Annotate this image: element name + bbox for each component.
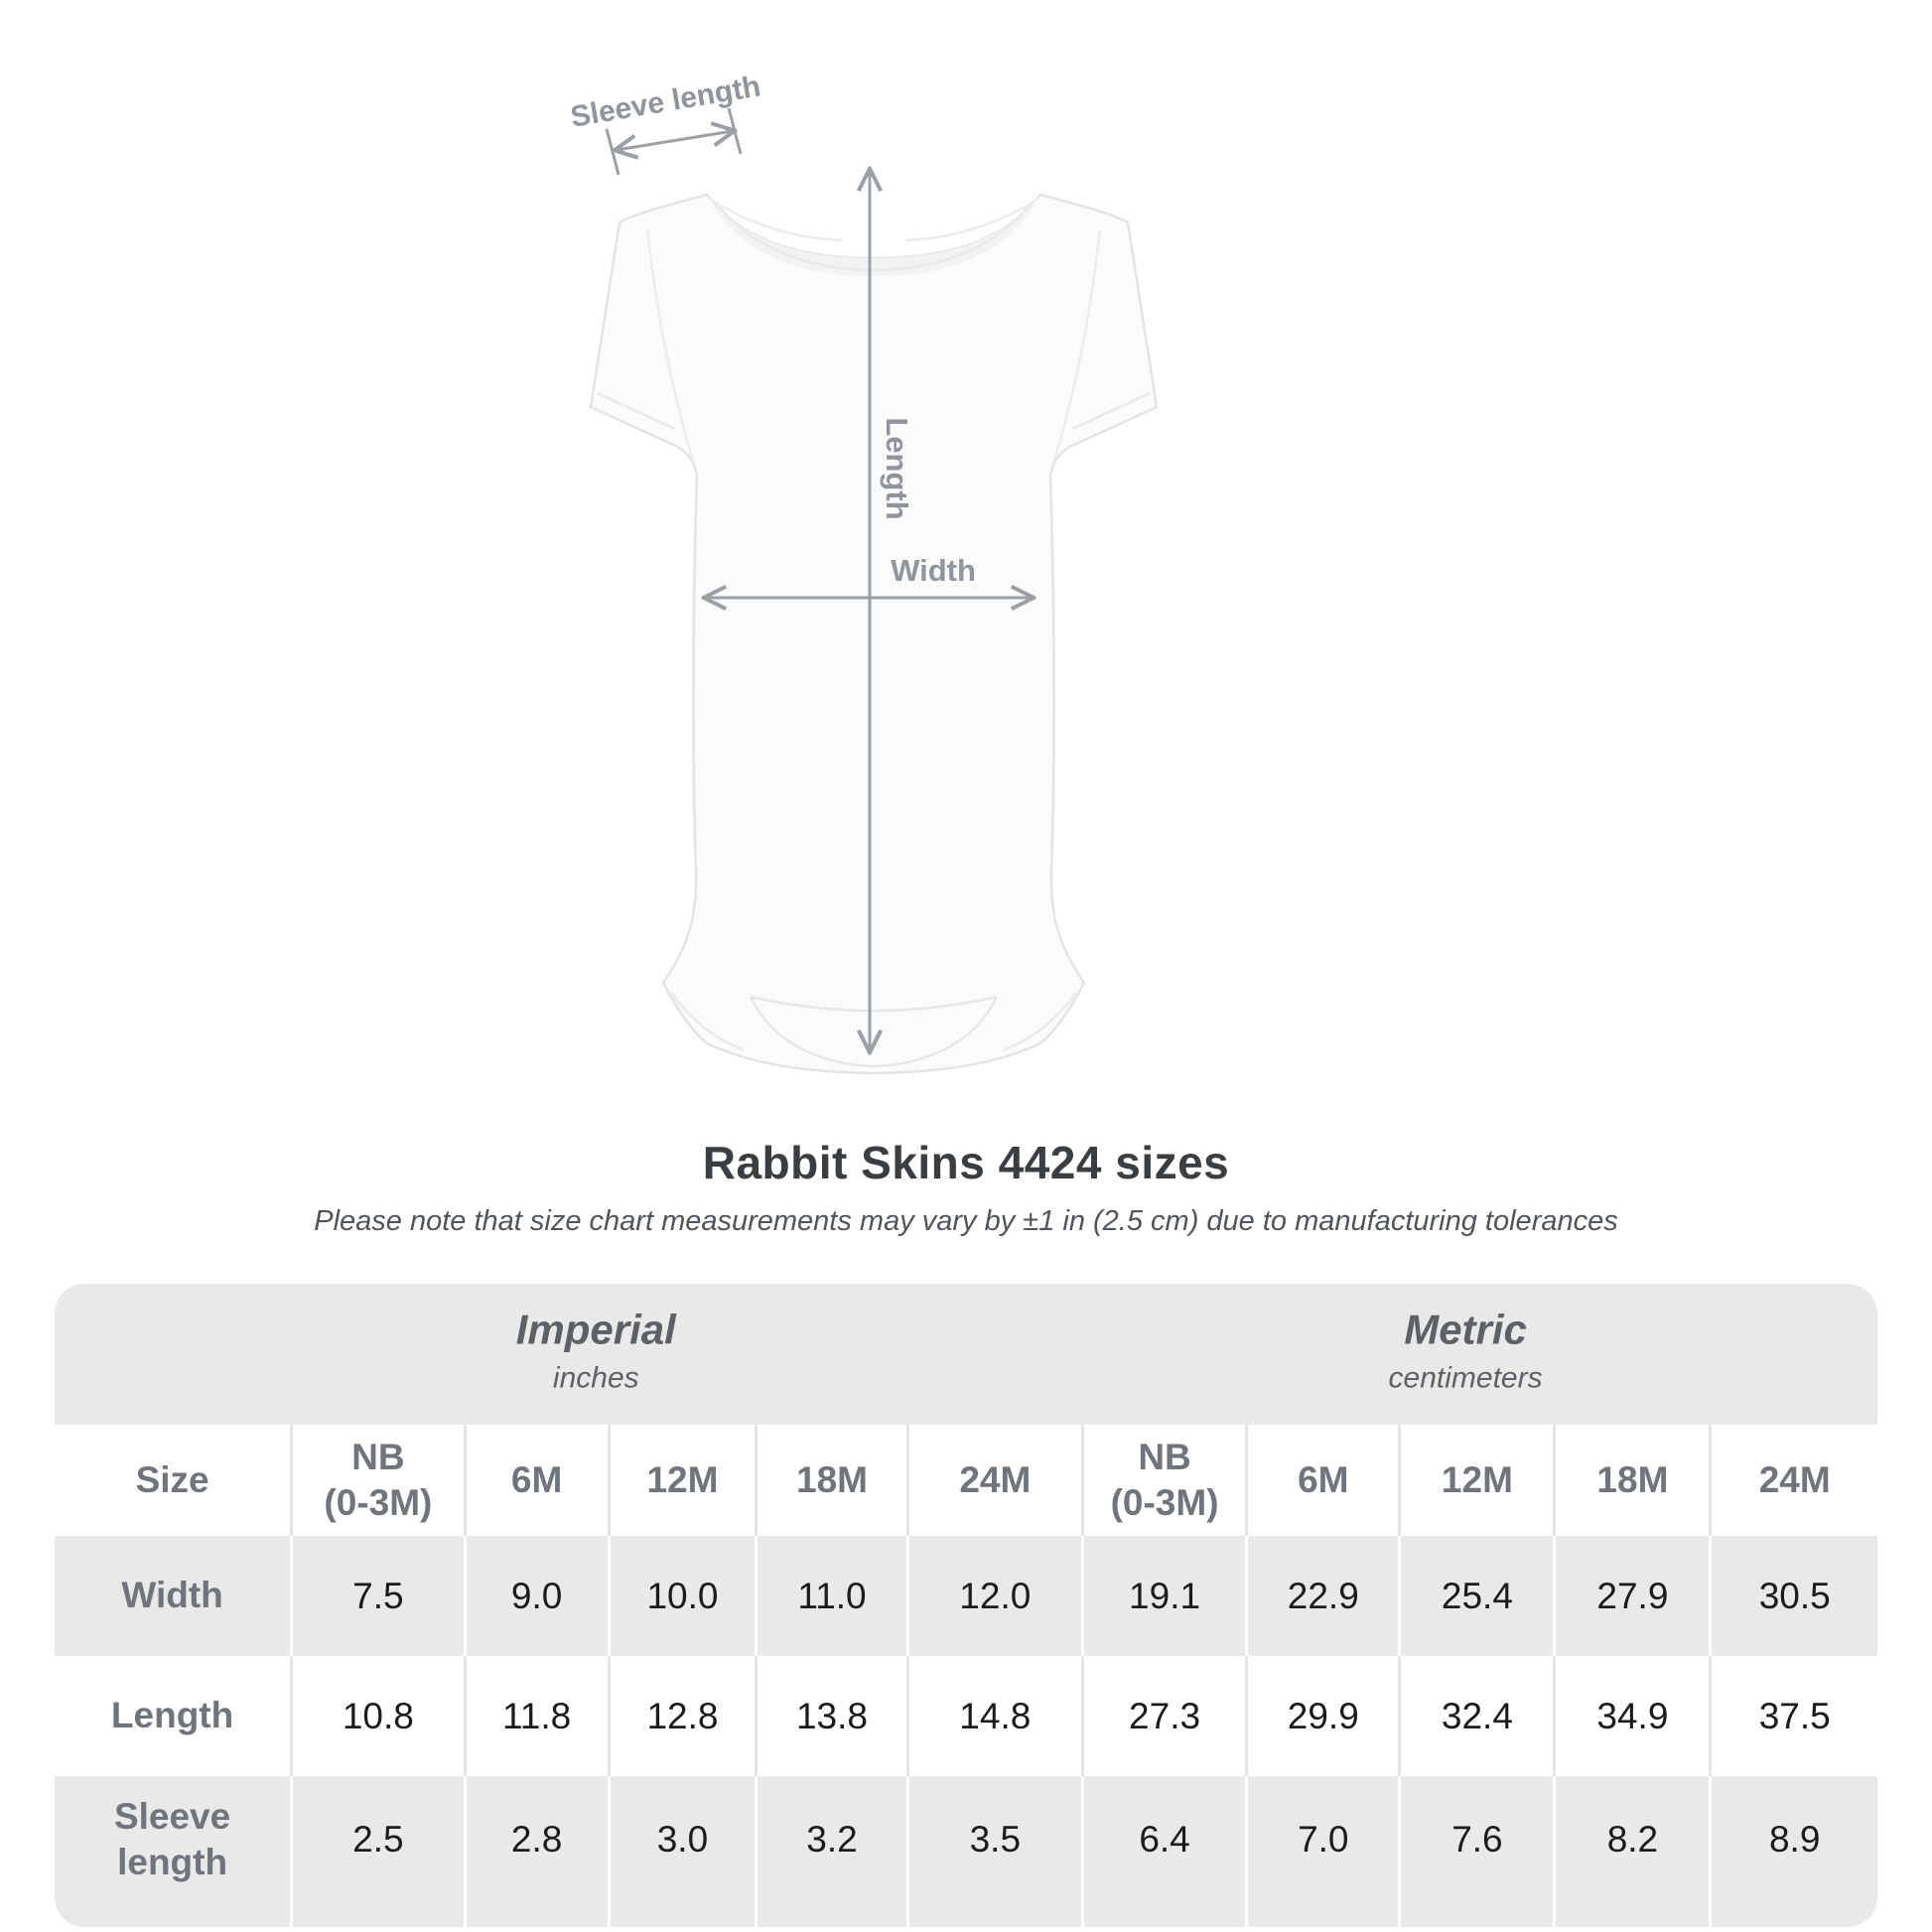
measurement-value: 34.9 <box>1553 1656 1711 1776</box>
column-header-metric-6m: 6M <box>1245 1425 1400 1536</box>
unit-group-metric: Metric centimeters <box>1389 1306 1543 1395</box>
measurement-value: 7.0 <box>1245 1776 1400 1927</box>
column-header-imperial-nb: NB (0-3M) <box>290 1425 466 1536</box>
measurement-value: 32.4 <box>1398 1656 1555 1776</box>
column-header-metric-18m: 18M <box>1553 1425 1711 1536</box>
row-label-width: Width <box>121 1575 223 1616</box>
column-header-imperial-12m: 12M <box>607 1425 757 1536</box>
row-label-sleeve-length: Sleeve length <box>113 1795 231 1882</box>
measurement-value: 3.2 <box>755 1776 908 1927</box>
page-title: Rabbit Skins 4424 sizes <box>702 1137 1230 1188</box>
measurement-value: 14.8 <box>905 1656 1083 1776</box>
measurement-value: 30.5 <box>1709 1536 1877 1656</box>
measurement-value: 7.5 <box>290 1536 466 1656</box>
table-row-width: Width 7.5 9.0 10.0 11.0 12.0 19.1 22.9 25.4 27.9 3… <box>55 1536 1877 1656</box>
measurement-value: 6.4 <box>1080 1776 1247 1927</box>
table-row-sleeve-length: Sleeve length 2.5 2.8 3.0 3.2 3.5 6.4 7.0 7.6 8.2… <box>55 1776 1877 1927</box>
measurement-value: 12.0 <box>905 1536 1083 1656</box>
measurement-value: 27.9 <box>1553 1536 1711 1656</box>
measurement-value: 13.8 <box>755 1656 908 1776</box>
measurement-value: 3.0 <box>607 1776 757 1927</box>
width-label: Width <box>891 553 976 588</box>
column-header-imperial-6m: 6M <box>463 1425 610 1536</box>
measurement-value: 2.8 <box>463 1776 610 1927</box>
length-label: Length <box>880 417 914 519</box>
garment-diagram: Sleeve length Length Width <box>568 69 1159 1075</box>
measurement-value: 19.1 <box>1080 1536 1247 1656</box>
size-table: Imperial inches Metric centimeters Size … <box>55 1284 1877 1927</box>
measurement-value: 27.3 <box>1080 1656 1247 1776</box>
measurement-value: 11.8 <box>463 1656 610 1776</box>
measurements-table: Size NB (0-3M) 6M 12M 18M 24M NB (0-3M) 6M 12M 18M… <box>55 1425 1877 1927</box>
sleeve-length-arrow <box>605 107 743 176</box>
measurement-value: 2.5 <box>290 1776 466 1927</box>
column-header-metric-12m: 12M <box>1398 1425 1555 1536</box>
measurement-value: 8.2 <box>1553 1776 1711 1927</box>
unit-sublabel: centimeters <box>1388 1361 1543 1395</box>
onesie-illustration: Sleeve length Length Width <box>568 69 1159 1075</box>
unit-label: Metric <box>1404 1306 1527 1353</box>
measurement-value: 29.9 <box>1245 1656 1400 1776</box>
table-row-length: Length 10.8 11.8 12.8 13.8 14.8 27.3 29.9 32.4 34… <box>55 1656 1877 1776</box>
row-label-length: Length <box>110 1695 234 1736</box>
measurement-value: 11.0 <box>755 1536 908 1656</box>
column-header-imperial-18m: 18M <box>755 1425 908 1536</box>
column-header-metric-24m: 24M <box>1709 1425 1877 1536</box>
unit-group-imperial: Imperial inches <box>516 1306 676 1395</box>
measurement-value: 12.8 <box>607 1656 757 1776</box>
size-corner-label: Size <box>135 1458 209 1500</box>
measurement-value: 3.5 <box>905 1776 1083 1927</box>
measurement-value: 10.0 <box>607 1536 757 1656</box>
unit-band: Imperial inches Metric centimeters <box>55 1284 1877 1425</box>
tolerance-note: Please note that size chart measurements… <box>314 1205 1618 1237</box>
measurement-value: 22.9 <box>1245 1536 1400 1656</box>
measurement-value: 37.5 <box>1709 1656 1877 1776</box>
measurement-value: 7.6 <box>1398 1776 1555 1927</box>
measurement-value: 25.4 <box>1398 1536 1555 1656</box>
unit-sublabel: inches <box>552 1361 639 1395</box>
measurement-value: 10.8 <box>290 1656 466 1776</box>
column-header-metric-nb: NB (0-3M) <box>1080 1425 1247 1536</box>
measurement-value: 9.0 <box>463 1536 610 1656</box>
onesie-body <box>589 193 1159 1075</box>
unit-label: Imperial <box>515 1306 676 1353</box>
column-header-imperial-24m: 24M <box>905 1425 1083 1536</box>
measurement-value: 8.9 <box>1709 1776 1877 1927</box>
column-header-row: Size NB (0-3M) 6M 12M 18M 24M NB (0-3M) 6M 12M 18M… <box>55 1425 1877 1536</box>
